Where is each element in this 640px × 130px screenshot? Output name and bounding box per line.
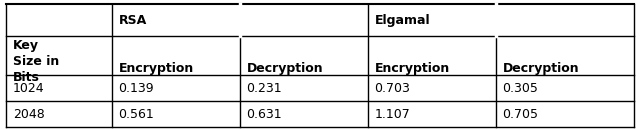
Text: 0.231: 0.231 [246,82,282,95]
Text: 1024: 1024 [13,82,44,95]
Text: 1.107: 1.107 [374,108,410,121]
Text: 0.705: 0.705 [502,108,538,121]
Text: 0.305: 0.305 [502,82,538,95]
Text: 0.139: 0.139 [118,82,154,95]
Text: 2048: 2048 [13,108,45,121]
Text: RSA: RSA [118,14,147,27]
Text: Decryption: Decryption [502,62,579,75]
Text: 0.631: 0.631 [246,108,282,121]
Text: Elgamal: Elgamal [374,14,430,27]
Text: 0.561: 0.561 [118,108,154,121]
Text: Key
Size in
Bits: Key Size in Bits [13,39,59,84]
Text: Encryption: Encryption [374,62,450,75]
Text: Encryption: Encryption [118,62,194,75]
Text: Decryption: Decryption [246,62,323,75]
Text: 0.703: 0.703 [374,82,410,95]
